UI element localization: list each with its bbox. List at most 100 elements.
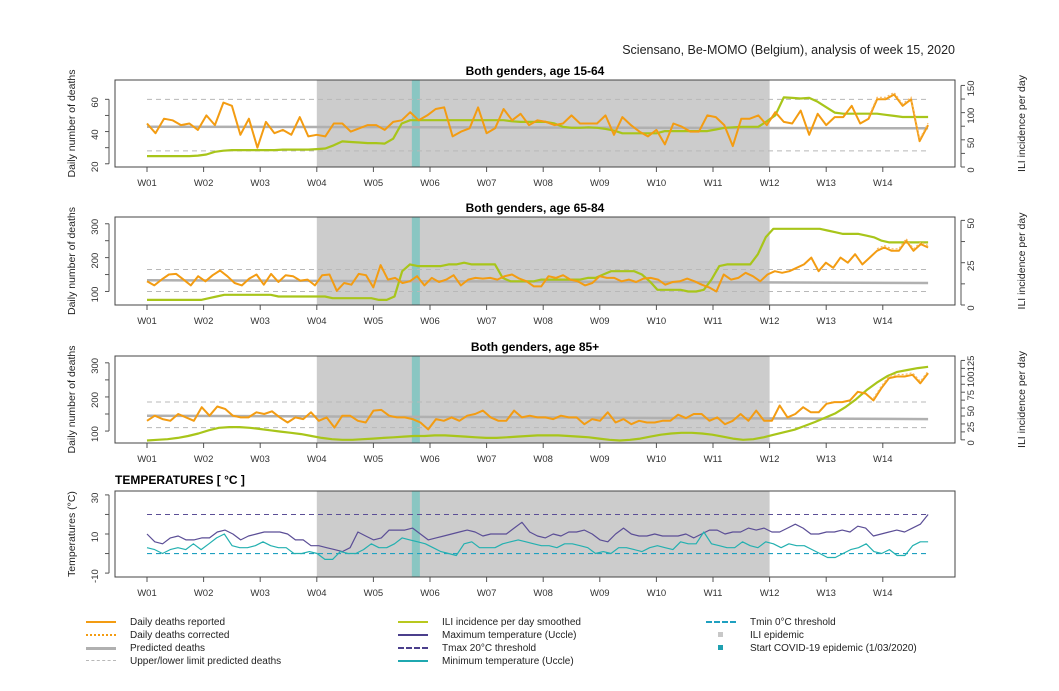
right-tick-label: 150 — [966, 81, 977, 97]
right-tick-label: 50 — [966, 406, 977, 417]
panel-4 — [105, 490, 956, 582]
dashed-purple-line-icon — [398, 647, 428, 649]
right-axis — [960, 359, 965, 441]
x-axis — [146, 167, 884, 172]
legend-label: Tmin 0°C threshold — [750, 616, 836, 628]
panel-title: TEMPERATURES [ °C ] — [115, 473, 245, 487]
x-tick-label: W08 — [533, 454, 553, 465]
legend-label: Predicted deaths — [130, 642, 206, 654]
panel-2 — [105, 216, 965, 310]
x-tick-label: W11 — [704, 178, 723, 189]
x-tick-label: W01 — [137, 178, 157, 189]
left-axis — [105, 362, 110, 432]
left-axis — [105, 98, 110, 165]
legend-item-covid-start: Start COVID-19 epidemic (1/03/2020) — [706, 642, 917, 654]
right-tick-label: 0 — [966, 305, 977, 310]
left-tick-label: 30 — [90, 493, 101, 504]
right-tick-label: 100 — [966, 108, 977, 124]
x-tick-label: W06 — [420, 316, 440, 327]
daily-deaths-corrected-line — [872, 370, 929, 399]
covid-start-bar — [411, 217, 420, 305]
legend-item-ili-epidemic: ILI epidemic — [706, 629, 804, 641]
x-tick-label: W04 — [307, 454, 327, 465]
x-tick-label: W04 — [307, 178, 327, 189]
x-axis — [146, 443, 884, 448]
ili-incidence-line — [146, 365, 929, 442]
x-tick-label: W11 — [704, 454, 723, 465]
x-tick-label: W12 — [760, 588, 780, 599]
x-tick-label: W08 — [533, 588, 553, 599]
solid-purple-line-icon — [398, 634, 428, 636]
y-axis-label: Daily number of deaths — [66, 207, 78, 315]
right-tick-label: 25 — [966, 422, 977, 433]
x-tick-label: W02 — [194, 588, 214, 599]
x-tick-label: W03 — [250, 316, 270, 327]
x-tick-label: W03 — [250, 454, 270, 465]
covid-start-bar — [411, 491, 420, 577]
x-tick-label: W05 — [364, 588, 384, 599]
plot-frame — [114, 355, 956, 444]
x-axis — [146, 577, 884, 582]
x-tick-label: W13 — [816, 454, 836, 465]
x-tick-label: W14 — [873, 588, 893, 599]
left-tick-label: 200 — [90, 253, 101, 269]
ili-incidence-line — [147, 227, 929, 301]
right-tick-label: 50 — [966, 138, 977, 149]
left-tick-label: 100 — [90, 426, 101, 442]
y2-axis-label: ILI incidence per day — [1016, 212, 1028, 310]
x-tick-label: W14 — [873, 178, 893, 189]
daily-deaths-reported-line — [146, 239, 929, 293]
legend-item-corrected: Daily deaths corrected — [86, 629, 230, 641]
x-tick-label: W05 — [364, 178, 384, 189]
left-tick-label: 300 — [90, 219, 101, 235]
left-tick-label: 20 — [90, 161, 101, 172]
x-tick-label: W09 — [590, 454, 610, 465]
x-tick-label: W02 — [194, 178, 214, 189]
legend-label: Start COVID-19 epidemic (1/03/2020) — [750, 642, 917, 654]
y-axis-label: Temperatures (°C) — [66, 491, 78, 577]
source-title: Sciensano, Be-MOMO (Belgium), analysis o… — [622, 43, 955, 57]
x-tick-label: W07 — [477, 316, 497, 327]
plot-frame — [114, 216, 956, 306]
x-tick-label: W12 — [760, 316, 780, 327]
legend-label: Minimum temperature (Uccle) — [442, 655, 574, 667]
x-tick-label: W14 — [873, 316, 893, 327]
right-tick-label: 75 — [966, 390, 977, 401]
legend-item-ili: ILI incidence per day smoothed — [398, 616, 581, 628]
x-tick-label: W04 — [307, 316, 327, 327]
right-tick-label: 0 — [966, 167, 977, 172]
x-tick-label: W03 — [250, 588, 270, 599]
x-tick-label: W05 — [364, 454, 384, 465]
legend-item-reported: Daily deaths reported — [86, 616, 225, 628]
left-tick-label: 40 — [90, 129, 101, 140]
ili-epidemic-shade — [316, 491, 770, 577]
y-axis-label: Daily number of deaths — [66, 346, 78, 454]
x-tick-label: W11 — [704, 588, 723, 599]
legend-item-tmin-threshold: Tmin 0°C threshold — [706, 616, 836, 628]
x-tick-label: W02 — [194, 316, 214, 327]
x-tick-label: W09 — [590, 316, 610, 327]
ili-epidemic-shade — [316, 217, 770, 305]
x-tick-label: W13 — [816, 316, 836, 327]
legend-label: Upper/lower limit predicted deaths — [130, 655, 282, 667]
x-tick-label: W08 — [533, 178, 553, 189]
solid-teal-line-icon — [398, 660, 428, 662]
x-tick-label: W12 — [760, 454, 780, 465]
legend-label: ILI epidemic — [750, 629, 804, 641]
x-tick-label: W08 — [533, 316, 553, 327]
teal-square-icon — [718, 645, 723, 650]
daily-deaths-reported-line — [146, 372, 929, 431]
right-tick-label: 125 — [966, 356, 977, 372]
panel-title: Both genders, age 15-64 — [466, 64, 605, 78]
grey-square-icon — [718, 632, 723, 637]
right-axis — [960, 219, 965, 306]
x-tick-label: W03 — [250, 178, 270, 189]
left-axis — [105, 494, 110, 574]
solid-grey-line-icon — [86, 647, 116, 650]
daily-deaths-corrected-line — [876, 237, 929, 250]
left-tick-label: 60 — [90, 97, 101, 108]
legend-item-tmin: Minimum temperature (Uccle) — [398, 655, 574, 667]
legend-item-predicted: Predicted deaths — [86, 642, 205, 654]
predicted-deaths-line — [146, 125, 929, 130]
